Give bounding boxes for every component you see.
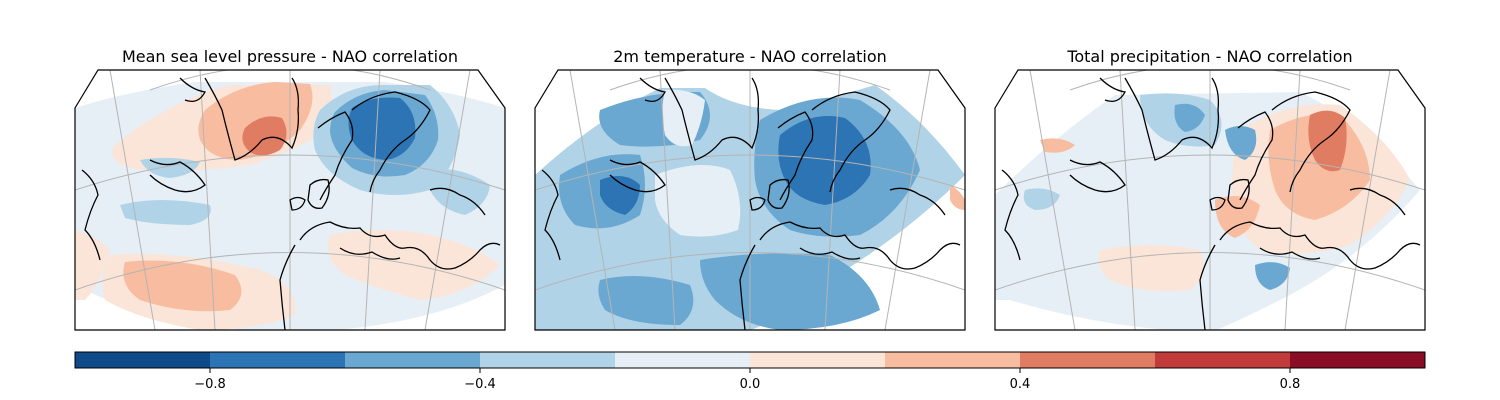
coastlines xyxy=(541,77,961,330)
colorbar-block xyxy=(1155,352,1290,368)
panel-title: 2m temperature - NAO correlation xyxy=(613,47,887,66)
panel-mslp: Mean sea level pressure - NAO correlatio… xyxy=(74,47,506,331)
contour-negative-west xyxy=(120,200,211,225)
colorbar-block xyxy=(75,352,210,368)
panel-title: Total precipitation - NAO correlation xyxy=(1066,47,1352,66)
contour-negative-far-south xyxy=(598,276,694,325)
contour-positive-sw xyxy=(75,230,110,300)
map-boundary xyxy=(534,69,966,331)
contour-negative-strong-east xyxy=(778,116,871,205)
graticule xyxy=(75,70,505,330)
colorbar-block xyxy=(1020,352,1155,368)
map-boundary xyxy=(994,69,1426,331)
contour-negative-north-mid xyxy=(1174,103,1205,132)
graticule xyxy=(995,70,1425,330)
contour-positive-centre xyxy=(1215,196,1260,238)
contour-positive-east-strong xyxy=(1308,110,1347,172)
contour-negative-strong xyxy=(600,176,640,215)
coastlines xyxy=(81,77,501,330)
colorbar: −0.8 −0.4 0.0 0.4 0.8 xyxy=(74,351,1426,392)
panel-title: Mean sea level pressure - NAO correlatio… xyxy=(122,47,458,66)
contour-positive-south xyxy=(1098,245,1204,292)
colorbar-block xyxy=(1290,352,1425,368)
colorbar-tick-label: 0.0 xyxy=(740,377,761,392)
panel-tp: Total precipitation - NAO correlation xyxy=(994,47,1426,331)
contour-negative-neutral xyxy=(655,165,741,237)
colorbar-tick-label: −0.8 xyxy=(194,377,226,392)
colorbar-block xyxy=(615,352,750,368)
map-boundary xyxy=(74,69,506,331)
contour-positive-edge xyxy=(950,185,965,210)
colorbar-ticks: −0.8 −0.4 0.0 0.4 0.8 xyxy=(194,368,1300,392)
colorbar-block xyxy=(210,352,345,368)
colorbar-blocks xyxy=(75,352,1425,368)
contour-positive-west xyxy=(1040,138,1075,153)
colorbar-block xyxy=(480,352,615,368)
coastlines xyxy=(1001,77,1421,330)
colorbar-tick-label: −0.4 xyxy=(464,377,496,392)
panel-t2m: 2m temperature - NAO correlation xyxy=(534,47,966,331)
colorbar-tick-label: 0.4 xyxy=(1010,377,1031,392)
contour-negative-south xyxy=(1255,262,1290,290)
colorbar-block xyxy=(345,352,480,368)
contour-negative-nordic xyxy=(1225,126,1257,160)
colorbar-block xyxy=(885,352,1020,368)
contour-positive-max xyxy=(242,116,287,156)
contour-negative-south xyxy=(700,253,880,330)
colorbar-tick-label: 0.8 xyxy=(1280,377,1301,392)
colorbar-block xyxy=(750,352,885,368)
